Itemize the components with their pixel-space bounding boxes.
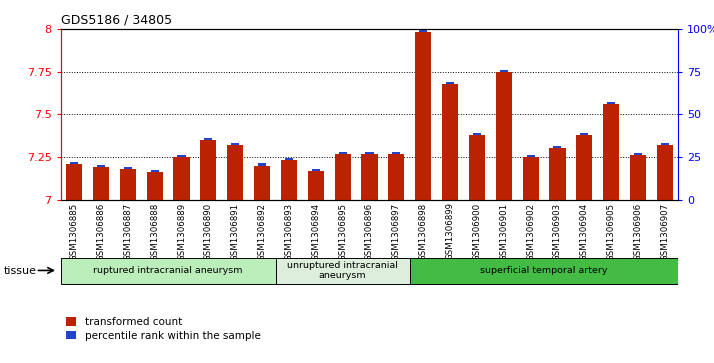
Bar: [415, 32, 431, 200]
Bar: [388, 154, 404, 200]
FancyBboxPatch shape: [276, 258, 410, 284]
Bar: [576, 135, 593, 200]
Bar: [361, 154, 378, 200]
Bar: [254, 166, 270, 200]
Text: superficial temporal artery: superficial temporal artery: [481, 266, 608, 275]
Bar: [580, 133, 588, 135]
Bar: [120, 169, 136, 200]
Bar: [523, 157, 538, 200]
Bar: [446, 82, 454, 83]
Bar: [204, 138, 212, 140]
FancyBboxPatch shape: [61, 258, 276, 284]
Bar: [335, 154, 351, 200]
Bar: [151, 170, 159, 172]
Bar: [366, 151, 373, 154]
Bar: [549, 148, 565, 200]
Text: tissue: tissue: [4, 266, 36, 276]
Bar: [285, 158, 293, 160]
Bar: [227, 145, 243, 200]
Bar: [174, 157, 190, 200]
Bar: [473, 133, 481, 135]
Bar: [66, 164, 82, 200]
Bar: [178, 155, 186, 157]
Bar: [661, 143, 669, 145]
Bar: [603, 104, 619, 200]
Bar: [630, 155, 646, 200]
Text: unruptured intracranial
aneurysm: unruptured intracranial aneurysm: [287, 261, 398, 280]
Bar: [496, 72, 512, 200]
Bar: [93, 167, 109, 200]
Bar: [392, 151, 401, 154]
Bar: [312, 168, 320, 171]
Bar: [553, 146, 561, 148]
Bar: [308, 171, 324, 200]
Bar: [500, 70, 508, 72]
Bar: [258, 163, 266, 166]
Bar: [70, 162, 78, 164]
Bar: [419, 30, 427, 32]
FancyBboxPatch shape: [410, 258, 678, 284]
Bar: [442, 83, 458, 200]
Text: ruptured intracranial aneurysm: ruptured intracranial aneurysm: [94, 266, 243, 275]
Bar: [527, 155, 535, 157]
Bar: [657, 145, 673, 200]
Bar: [231, 143, 239, 145]
Bar: [281, 160, 297, 200]
Text: GDS5186 / 34805: GDS5186 / 34805: [61, 13, 172, 26]
Bar: [201, 140, 216, 200]
Bar: [634, 153, 642, 155]
Bar: [607, 102, 615, 104]
Bar: [97, 165, 105, 167]
Bar: [146, 172, 163, 200]
Bar: [338, 151, 347, 154]
Bar: [469, 135, 485, 200]
Bar: [124, 167, 132, 169]
Legend: transformed count, percentile rank within the sample: transformed count, percentile rank withi…: [66, 317, 261, 340]
